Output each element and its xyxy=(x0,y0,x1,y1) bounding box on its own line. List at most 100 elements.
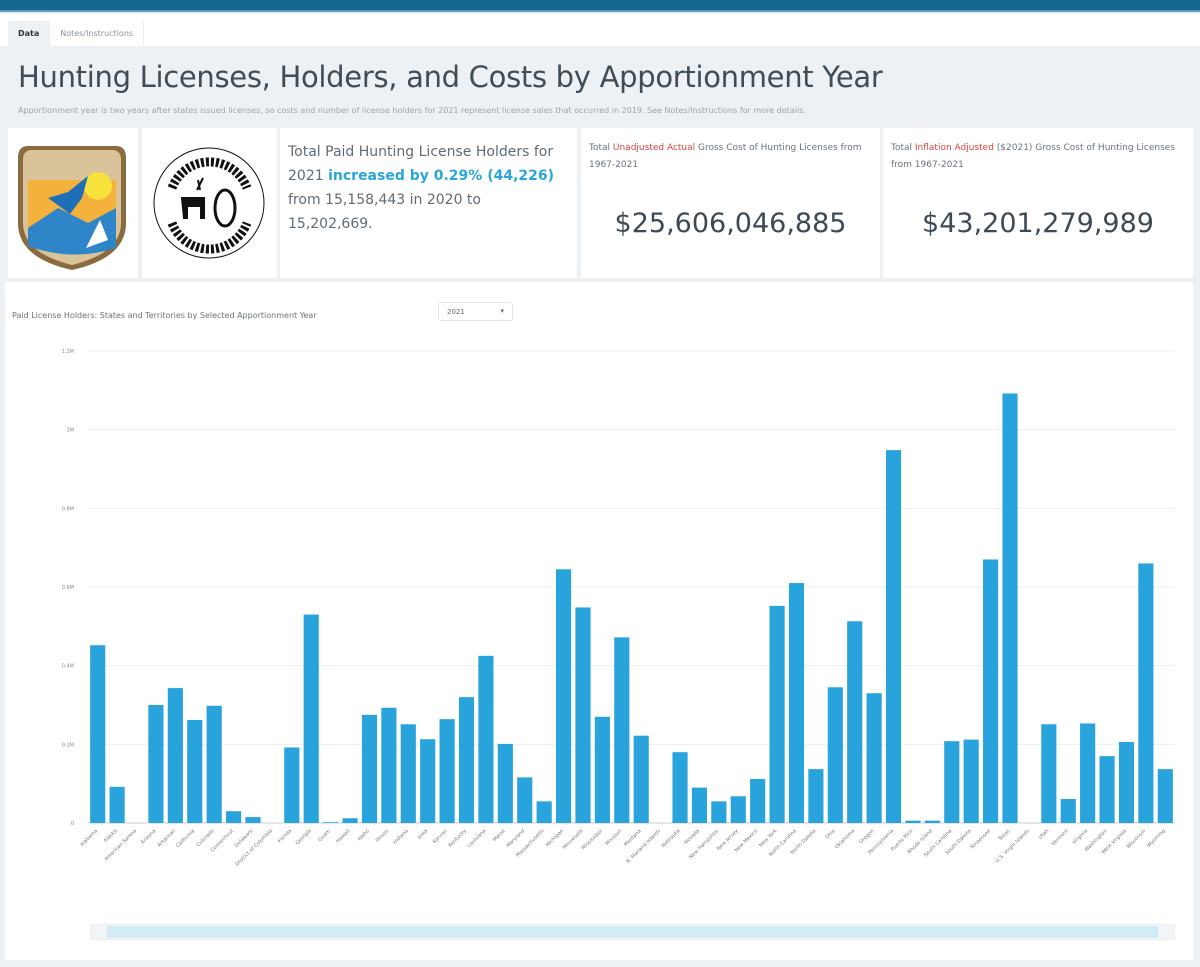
bar-maryland[interactable] xyxy=(517,777,533,823)
year-select[interactable]: 2021 ▾ xyxy=(438,302,513,321)
bar-arizona[interactable] xyxy=(148,705,164,823)
tab-notes-instructions[interactable]: Notes/Instructions xyxy=(50,21,145,46)
bar-new-hampshire[interactable] xyxy=(711,801,727,823)
x-tick-label: Florida xyxy=(277,828,293,844)
x-tick-label: N. Mariana Islands xyxy=(625,828,662,865)
bar-nebraska[interactable] xyxy=(672,752,688,823)
bar-new-mexico[interactable] xyxy=(750,778,766,823)
x-tick-label: Tennessee xyxy=(969,828,992,851)
top-bar xyxy=(0,0,1200,12)
y-tick-label: 0 xyxy=(71,821,74,827)
kpi-unadjusted-value: $25,606,046,885 xyxy=(614,208,847,239)
chevron-down-icon: ▾ xyxy=(500,307,504,315)
bar-wisconsin[interactable] xyxy=(1138,563,1154,823)
bar-south-carolina[interactable] xyxy=(944,741,960,823)
bar-pennsylvania[interactable] xyxy=(885,450,902,823)
summary-text-end: from 15,158,443 in 2020 to 15,202,669. xyxy=(288,192,481,232)
bar-mississippi[interactable] xyxy=(594,716,610,823)
x-tick-label: Louisiana xyxy=(466,828,487,849)
bar-connecticut[interactable] xyxy=(226,811,242,823)
bar-texas[interactable] xyxy=(1002,393,1018,823)
bar-new-jersey[interactable] xyxy=(730,796,746,823)
x-tick-label: Vermont xyxy=(1050,828,1069,847)
x-tick-label: Arkansas xyxy=(156,828,177,849)
bar-florida[interactable] xyxy=(284,747,300,823)
bar-north-dakota[interactable] xyxy=(808,769,824,823)
x-tick-label: Oregon xyxy=(858,828,875,845)
bar-virginia[interactable] xyxy=(1080,723,1096,823)
bar-colorado[interactable] xyxy=(206,705,222,823)
bar-arkansas[interactable] xyxy=(167,688,183,823)
bar-kansas[interactable] xyxy=(439,719,455,823)
bar-south-dakota[interactable] xyxy=(963,739,979,823)
x-tick-label: Hawaii xyxy=(335,828,351,844)
x-tick-label: Oklahoma xyxy=(834,828,856,850)
bar-idaho[interactable] xyxy=(361,714,378,823)
bar-maine[interactable] xyxy=(497,743,513,823)
usfws-logo-card xyxy=(8,128,138,278)
bar-wyoming[interactable] xyxy=(1157,769,1173,823)
bar-north-carolina[interactable] xyxy=(788,583,805,823)
x-tick-label: Alabama xyxy=(79,828,99,848)
bar-rhode-island[interactable] xyxy=(924,820,940,823)
bar-georgia[interactable] xyxy=(303,614,319,823)
bar-hawaii[interactable] xyxy=(342,818,358,823)
x-tick-label: California xyxy=(175,828,196,849)
bar-nevada[interactable] xyxy=(691,787,708,823)
x-tick-label: Wyoming xyxy=(1146,828,1167,849)
x-tick-label: Idaho xyxy=(357,828,371,842)
tab-bar: Data Notes/Instructions xyxy=(0,14,1200,46)
wsfr-logo xyxy=(153,147,265,259)
x-tick-label: Indiana xyxy=(392,828,409,845)
tab-data[interactable]: Data xyxy=(8,21,51,46)
bar-utah[interactable] xyxy=(1041,724,1057,823)
label-text-end: ($2021) Gross Cost of Hunting Licenses f… xyxy=(891,143,1176,170)
y-tick-label: 0.8M xyxy=(62,506,74,512)
bar-alabama[interactable] xyxy=(90,645,106,823)
chart-scrollbar[interactable] xyxy=(90,924,1175,940)
bar-new-york[interactable] xyxy=(769,605,785,823)
x-tick-label: Virginia xyxy=(1071,828,1089,846)
bar-ohio[interactable] xyxy=(827,687,843,823)
bar-alaska[interactable] xyxy=(109,786,125,823)
bar-illinois[interactable] xyxy=(381,707,397,823)
bar-west-virginia[interactable] xyxy=(1118,741,1135,823)
bar-washington[interactable] xyxy=(1099,756,1115,823)
year-select-value: 2021 xyxy=(447,308,465,316)
x-tick-label: Wisconsin xyxy=(1125,828,1147,850)
bar-vermont[interactable] xyxy=(1060,799,1076,823)
bar-massachusetts[interactable] xyxy=(536,801,552,823)
bar-indiana[interactable] xyxy=(400,724,416,823)
kpi-inflation-value: $43,201,279,989 xyxy=(922,208,1154,239)
bar-guam[interactable] xyxy=(323,822,339,823)
x-tick-label: Utah xyxy=(1038,828,1051,841)
label-highlight: Inflation Adjusted xyxy=(914,143,994,153)
bar-kentucky[interactable] xyxy=(458,697,475,823)
chart-title: Paid License Holders: States and Territo… xyxy=(12,311,317,320)
x-tick-label: Georgia xyxy=(295,828,313,846)
kpi-inflation-label: Total Inflation Adjusted ($2021) Gross C… xyxy=(883,128,1193,186)
bar-iowa[interactable] xyxy=(420,739,436,823)
scrollbar-thumb[interactable] xyxy=(107,926,1158,938)
bar-minnesota[interactable] xyxy=(575,607,591,823)
bar-delaware[interactable] xyxy=(245,817,261,823)
bar-louisiana[interactable] xyxy=(478,655,494,823)
summary-text: Total Paid Hunting License Holders for 2… xyxy=(288,144,554,184)
holders-summary-card: Total Paid Hunting License Holders for 2… xyxy=(280,128,577,278)
x-tick-label: Kansas xyxy=(432,828,449,845)
label-text: Total xyxy=(891,143,915,153)
page-title: Hunting Licenses, Holders, and Costs by … xyxy=(18,60,883,94)
bar-oklahoma[interactable] xyxy=(847,621,863,823)
bar-michigan[interactable] xyxy=(555,569,572,823)
bar-california[interactable] xyxy=(187,719,203,823)
label-text-end: Gross Cost of Hunting Licenses from 1967… xyxy=(589,143,862,170)
page-subtitle: Apportionment year is two years after st… xyxy=(18,106,806,115)
bar-missouri[interactable] xyxy=(614,637,630,823)
x-tick-label: Montana xyxy=(623,828,643,848)
bar-oregon[interactable] xyxy=(866,693,882,823)
bar-puerto-rico[interactable] xyxy=(905,820,921,823)
bar-tennessee[interactable] xyxy=(983,559,999,823)
bar-montana[interactable] xyxy=(633,735,649,823)
wsfr-logo-card xyxy=(142,128,277,278)
